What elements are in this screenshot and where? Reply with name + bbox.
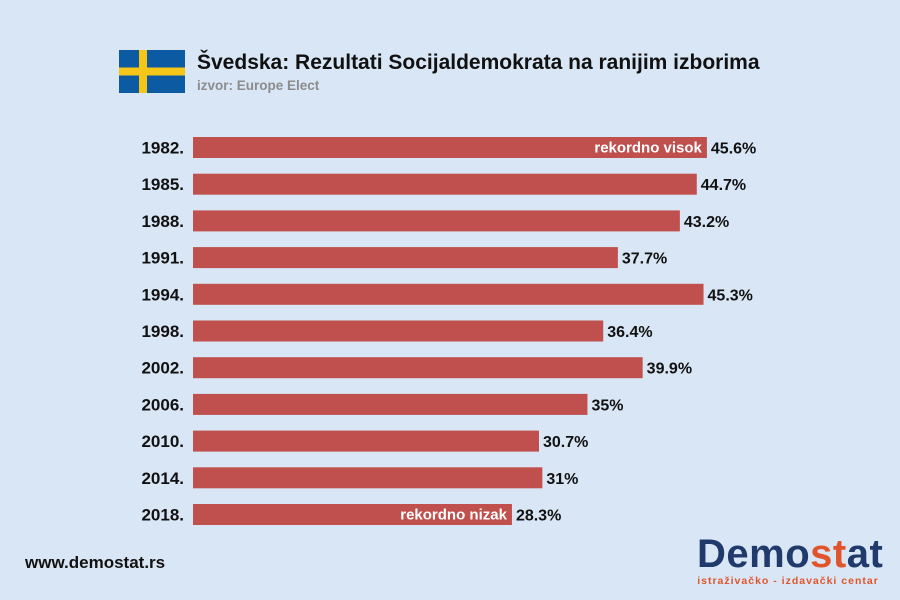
logo-tagline: istraživačko - izdavački centar <box>697 575 879 587</box>
data-label: 37.7% <box>622 251 667 268</box>
bar <box>193 137 707 158</box>
demostat-logo: Demostat istraživačko - izdavački centar <box>697 532 884 587</box>
data-label: 39.9% <box>647 361 692 378</box>
bar <box>193 393 588 415</box>
data-label: 35% <box>591 397 623 414</box>
bar <box>193 467 543 489</box>
data-label: 31% <box>546 471 578 488</box>
bar <box>193 504 512 525</box>
data-label: 43.2% <box>684 214 729 231</box>
year-label: 2002. <box>141 359 184 378</box>
bar <box>193 320 604 342</box>
year-label: 2010. <box>141 432 184 451</box>
year-label: 1998. <box>141 322 184 341</box>
sweden-flag-icon <box>119 50 185 93</box>
data-label: 30.7% <box>543 434 588 451</box>
bar <box>193 357 643 379</box>
data-label: 45.3% <box>708 287 753 304</box>
year-label: 2018. <box>141 506 184 525</box>
year-label: 1991. <box>141 249 184 268</box>
bar-annotation: rekordno visok <box>594 140 702 157</box>
data-label: 28.3% <box>516 508 561 525</box>
data-label: 45.6% <box>711 141 756 158</box>
year-label: 1988. <box>141 212 184 231</box>
chart-title: Švedska: Rezultati Socijaldemokrata na r… <box>197 51 760 74</box>
year-label: 1994. <box>141 285 184 304</box>
bar <box>193 430 539 452</box>
year-label: 2014. <box>141 469 184 488</box>
data-label: 36.4% <box>607 324 652 341</box>
bar <box>193 210 680 232</box>
year-label: 1985. <box>141 175 184 194</box>
bar <box>193 173 697 195</box>
chart-header: Švedska: Rezultati Socijaldemokrata na r… <box>119 50 760 95</box>
bar-annotation: rekordno nizak <box>400 507 507 524</box>
data-label: 44.7% <box>701 177 746 194</box>
logo-wordmark: Demostat <box>697 532 884 576</box>
chart-source: izvor: Europe Elect <box>197 78 320 93</box>
year-label: 1982. <box>141 139 184 158</box>
bar <box>193 283 704 305</box>
website-url[interactable]: www.demostat.rs <box>25 553 166 572</box>
bar <box>193 247 618 269</box>
year-label: 2006. <box>141 395 184 414</box>
